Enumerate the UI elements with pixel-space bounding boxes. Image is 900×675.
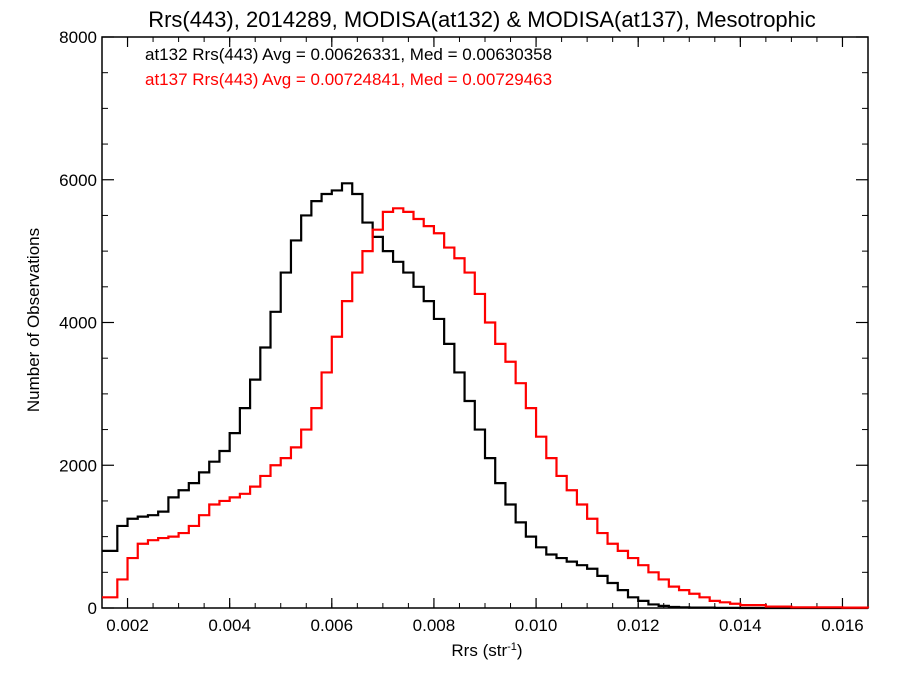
x-axis-label: Rrs (str-1): [451, 641, 522, 660]
x-axis-label-main: Rrs (str: [451, 641, 507, 660]
x-tick-label: 0.016: [821, 616, 864, 635]
series-line-0: [102, 182, 868, 610]
x-tick-label: 0.014: [719, 616, 762, 635]
legend: at132 Rrs(443) Avg = 0.00626331, Med = 0…: [145, 45, 552, 89]
y-tick-label: 6000: [59, 171, 97, 190]
x-tick-label: 0.012: [617, 616, 660, 635]
series-line-1: [102, 207, 870, 609]
x-axis-label-close: ): [517, 641, 523, 660]
x-tick-label: 0.006: [311, 616, 354, 635]
x-tick-label: 0.004: [208, 616, 251, 635]
y-tick-label: 2000: [59, 456, 97, 475]
x-tick-label: 0.002: [106, 616, 149, 635]
y-axis-label: Number of Observations: [24, 228, 43, 412]
x-axis-label-superscript: -1: [507, 641, 517, 653]
plot-area: 0.002 0.004 0.006 0.008 0.010 0.012 0.014 0.016…: [59, 28, 870, 635]
x-tick-label: 0.008: [413, 616, 456, 635]
legend-entry-1: at137 Rrs(443) Avg = 0.00724841, Med = 0…: [145, 70, 552, 89]
y-tick-label: 8000: [59, 28, 97, 47]
y-tick-label: 4000: [59, 314, 97, 333]
legend-entry-0: at132 Rrs(443) Avg = 0.00626331, Med = 0…: [145, 45, 552, 64]
x-tick-label: 0.010: [515, 616, 558, 635]
chart-title: Rrs(443), 2014289, MODISA(at132) & MODIS…: [148, 7, 816, 32]
y-tick-label: 0: [88, 599, 97, 618]
